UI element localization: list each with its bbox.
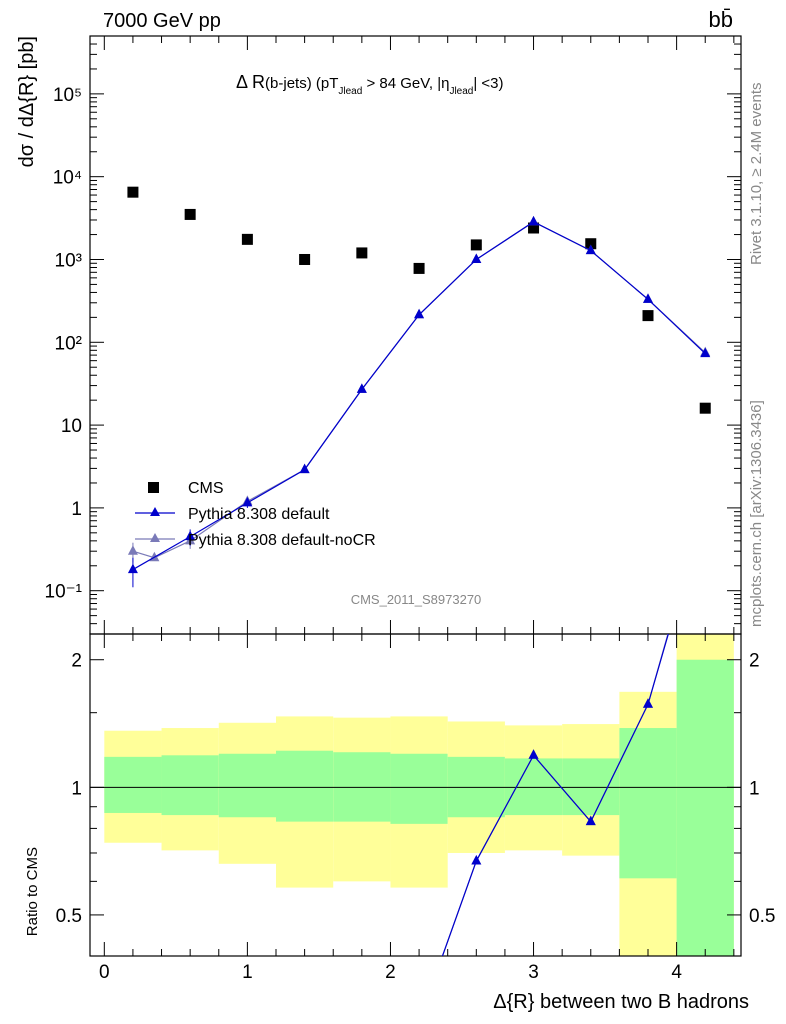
top-y-tick-label: 10⁵ [53, 85, 82, 106]
ratio-y-tick-label-right: 1 [749, 778, 760, 799]
pythia-default-point [185, 530, 196, 541]
ratio-band-inner [562, 758, 620, 816]
top-y-tick-label: 10² [55, 333, 82, 354]
cms-data-point [299, 253, 311, 265]
cms-data-point [585, 238, 597, 250]
ratio-band-inner [676, 659, 734, 956]
ratio-y-tick-label: 0.5 [56, 906, 82, 927]
ratio-y-tick-label: 2 [71, 651, 82, 672]
top-y-tick-label: 10³ [55, 250, 82, 271]
ratio-series [441, 634, 669, 956]
cms-data-point [356, 247, 368, 259]
ratio-band-inner [276, 750, 334, 822]
ratio-series-clip [441, 634, 669, 956]
pythia-default-point [528, 215, 539, 226]
cms-data-point [184, 208, 196, 220]
cms-data-point [528, 222, 540, 234]
ratio-pythia-default-point [528, 749, 539, 759]
top-y-tick-label: 10 [61, 416, 82, 437]
x-tick-label: 0 [99, 962, 110, 983]
legend-label-default: Pythia 8.308 default [188, 506, 330, 523]
ratio-band-inner [161, 755, 219, 816]
top-y-tick-label: 10⁴ [53, 168, 82, 189]
ratio-band-inner [104, 756, 162, 813]
rivet-label: Rivet 3.1.10, ≥ 2.4M events [748, 83, 765, 266]
ratio-band-inner [619, 728, 677, 879]
ratio-pythia-default-point [643, 698, 653, 708]
process-label: bb̄ [709, 7, 733, 32]
ratio-y-tick-label-right: 2 [749, 651, 760, 672]
ratio-pythia-default-point [471, 855, 482, 865]
ratio-pythia-default-line [441, 634, 669, 956]
pythia-default-point [585, 244, 596, 255]
pythia-default-point [700, 347, 711, 358]
analysis-label: CMS_2011_S8973270 [351, 592, 482, 607]
pythia-nocr-point [127, 545, 138, 555]
ratio-band-inner [218, 753, 276, 818]
legend-label-cms: CMS [188, 480, 224, 497]
ratio-band-inner [504, 758, 563, 816]
site-label: mcplots.cern.ch [arXiv:1306.3436] [748, 400, 765, 627]
main-title: Δ R(b-jets) (pTJlead > 84 GeV, |ηJlead| … [236, 72, 504, 97]
legend-marker-cms [148, 482, 159, 493]
main-series [127, 186, 711, 588]
x-tick-label: 4 [671, 962, 682, 983]
ratio-y-tick-label: 1 [71, 778, 82, 799]
ratio-bands [104, 634, 734, 956]
pythia-default-point [299, 463, 310, 474]
top-y-axis-label: dσ / dΔ{R} [pb] [16, 36, 38, 167]
cms-data-point [642, 310, 654, 322]
cms-data-point [241, 233, 253, 245]
legend: CMS Pythia 8.308 default Pythia 8.308 de… [135, 480, 376, 549]
cms-data-point [127, 186, 139, 198]
ratio-frame [89, 633, 742, 957]
cms-data-point [699, 402, 711, 414]
legend-marker-default [150, 507, 160, 516]
x-tick-label: 1 [242, 962, 253, 983]
cms-data-point [413, 262, 425, 274]
pythia-default-point [471, 253, 482, 263]
legend-marker-nocr [150, 533, 160, 542]
pythia-default-point [356, 383, 367, 393]
x-tick-label: 3 [528, 962, 539, 983]
ratio-y-axis-label: Ratio to CMS [24, 847, 41, 936]
x-axis-label: Δ{R} between two B hadrons [493, 991, 749, 1013]
ratio-band-inner [390, 753, 448, 824]
ratio-pythia-default-point [585, 815, 596, 826]
ratio-y-tick-label-right: 0.5 [749, 906, 775, 927]
x-tick-label: 2 [385, 962, 396, 983]
top-axes: 10⁻¹ 1 10 10² 10³ 10⁴ 10⁵ [45, 35, 742, 635]
top-y-tick-label: 1 [71, 499, 82, 520]
energy-label: 7000 GeV pp [103, 10, 221, 32]
cms-data-point [470, 239, 482, 251]
pythia-default-point [643, 293, 653, 303]
pythia-default-point [127, 563, 138, 574]
ratio-axes: 0.5 0.5 1 1 2 2 0 1 2 3 4 [56, 633, 775, 983]
top-y-tick-label: 10⁻¹ [45, 582, 83, 603]
pythia-default-point [414, 308, 425, 319]
pythia-default-point [242, 496, 253, 507]
legend-label-nocr: Pythia 8.308 default-noCR [188, 532, 376, 549]
